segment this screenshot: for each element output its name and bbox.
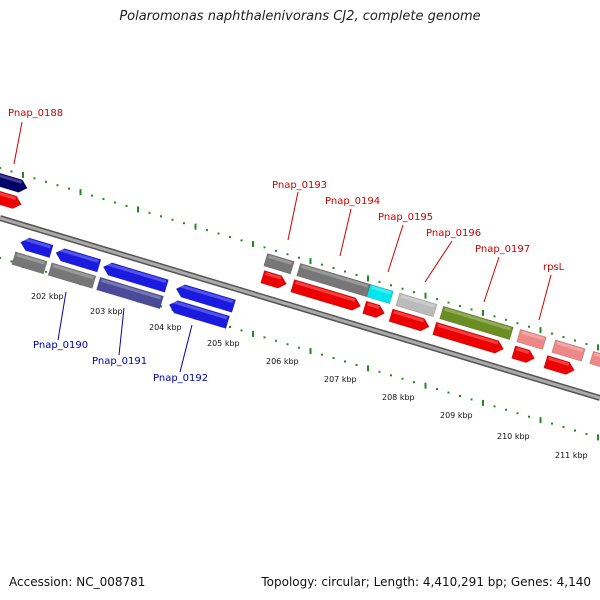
gene-feature[interactable] [54,247,102,273]
gene-feature-shine [371,285,392,295]
gene-feature[interactable] [296,262,371,298]
gene-feature[interactable] [0,170,29,194]
gene-feature[interactable] [362,300,387,319]
gene-label-leader [483,256,500,303]
gene-label[interactable]: Pnap_0191 [92,356,147,367]
backbone-highlight [0,216,600,400]
gene-feature-shine [0,172,23,184]
gene-label[interactable]: rpsL [543,262,565,273]
kbp-label: 211 kbp [555,451,588,460]
gene-feature[interactable] [260,270,289,291]
gene-feature[interactable] [19,236,54,258]
genome-title: Polaromonas naphthalenivorans CJ2, compl… [119,9,481,24]
gene-feature-shine [437,323,499,345]
gene-label-leader [118,307,125,356]
gene-label-leader [424,240,453,283]
gene-feature[interactable] [167,299,230,329]
gene-feature-shine [58,248,99,263]
gene-feature[interactable] [432,321,506,355]
kbp-label: 202 kbp [31,292,64,301]
gene-label[interactable]: Pnap_0195 [378,212,433,223]
gene-feature[interactable] [290,279,363,313]
gene-feature[interactable] [11,251,48,275]
topology-text: Topology: circular; Length: 4,410,291 bp… [261,575,591,589]
gene-feature[interactable] [366,283,394,305]
gene-feature[interactable] [551,339,586,362]
kbp-label: 205 kbp [207,339,240,348]
accession-text: Accession: NC_008781 [9,575,146,589]
kbp-label: 206 kbp [266,357,299,366]
gene-label-leader [538,274,552,321]
gene-feature-shine [400,294,435,308]
gene-feature[interactable] [589,350,600,371]
gene-label-leader [57,291,67,341]
gene-feature-shine [268,254,293,265]
gene-label[interactable]: Pnap_0197 [475,244,530,255]
gene-feature-shine [521,330,545,341]
kbp-label: 209 kbp [440,411,473,420]
kbp-label: 208 kbp [382,393,415,402]
gene-label-leader [13,121,23,165]
gene-feature-shine [516,347,530,354]
gene-feature[interactable] [96,276,164,310]
gene-label[interactable]: Pnap_0192 [153,373,208,384]
kbp-scale-labels: 202 kbp 203 kbp 204 kbp 205 kbp 206 kbp 207 k… [31,292,588,460]
gene-feature[interactable] [395,292,438,318]
gene-label[interactable]: Pnap_0196 [426,228,481,239]
gene-label-leader [339,208,352,257]
gene-feature[interactable] [511,345,537,365]
gene-labels[interactable]: Pnap_0188 Pnap_0190 Pnap_0191 Pnap_0192 Pnap… [8,108,565,384]
gene-feature-shine [0,190,17,200]
gene-feature[interactable] [516,328,547,350]
gene-label-leader [179,324,193,373]
gene-feature-shine [301,264,369,288]
kbp-label: 203 kbp [90,307,123,316]
gene-features [0,170,600,376]
gene-feature[interactable] [102,261,169,293]
gene-feature[interactable] [543,355,576,376]
outer-tick-track [0,167,599,351]
gene-label[interactable]: Pnap_0194 [325,196,380,207]
gene-feature[interactable] [263,253,295,275]
kbp-label: 204 kbp [149,323,182,332]
gene-feature-shine [23,237,51,249]
gene-feature-shine [171,300,228,320]
gene-feature-shine [393,310,425,323]
gene-feature-shine [295,281,356,302]
gene-feature-shine [101,278,162,300]
gene-feature[interactable] [439,305,514,341]
gene-feature-shine [106,262,167,284]
gene-feature[interactable] [388,308,431,333]
gene-label[interactable]: Pnap_0190 [33,340,88,351]
gene-feature-shine [265,272,282,280]
gene-label[interactable]: Pnap_0193 [272,180,327,191]
gene-feature-shine [444,307,512,331]
gene-feature-shine [556,341,584,353]
genome-backbone [0,215,600,401]
gene-label-leader [387,224,404,273]
gene-feature-shine [178,284,234,304]
gene-feature[interactable] [47,262,97,289]
gene-feature-shine [16,253,45,265]
gene-feature[interactable] [0,188,23,211]
kbp-label: 210 kbp [497,432,530,441]
kbp-label: 207 kbp [324,375,357,384]
gene-feature-shine [548,356,570,366]
gene-feature-shine [594,352,600,362]
gene-label[interactable]: Pnap_0188 [8,108,63,119]
gene-feature-shine [367,302,380,309]
gene-feature[interactable] [174,283,236,313]
gene-feature-shine [52,264,94,280]
gene-label-leader [287,191,299,241]
